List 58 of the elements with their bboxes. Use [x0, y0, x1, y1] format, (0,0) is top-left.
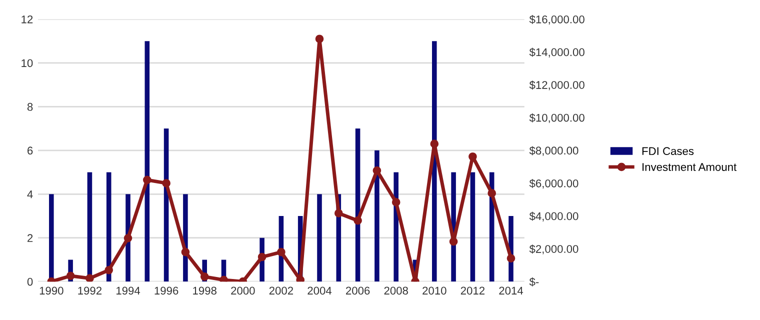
x-tick-label: 2008 — [384, 286, 408, 295]
point — [449, 237, 458, 246]
point — [392, 198, 400, 206]
y2-tick-label: $6,000.00 — [529, 179, 578, 189]
point — [181, 248, 190, 256]
y2-tick-label: $8,000.00 — [529, 146, 578, 156]
y-tick-label: 6 — [28, 146, 33, 155]
point — [200, 272, 209, 281]
x-tick-label: 2014 — [499, 286, 524, 295]
y-tick-label: 4 — [27, 190, 33, 198]
y2-tick-label: $- — [529, 277, 539, 286]
point — [506, 254, 516, 262]
x-tick-label: 1998 — [193, 286, 216, 295]
point — [372, 166, 382, 175]
y2-tick-label: $12,000.00 — [529, 80, 584, 90]
x-tick-label: 2006 — [346, 286, 370, 295]
bar — [432, 41, 437, 282]
y-tick-label: 0 — [27, 278, 33, 286]
point — [220, 276, 228, 282]
point — [430, 140, 439, 148]
y2-tick-label: $14,000.00 — [529, 48, 584, 58]
x-tick-label: 2002 — [269, 286, 293, 295]
bar — [470, 172, 476, 282]
legend-label: FDI Cases — [642, 147, 694, 156]
point — [468, 152, 477, 161]
point — [488, 189, 496, 198]
x-tick-label: 1992 — [78, 286, 102, 295]
y2-tick-label: $2,000.00 — [529, 244, 578, 254]
y-tick-label: 8 — [27, 102, 33, 111]
point — [142, 176, 152, 184]
legend-label: Investment Amount — [642, 163, 737, 171]
point — [315, 34, 324, 44]
bar — [317, 194, 322, 282]
point — [334, 209, 343, 218]
bar — [144, 41, 150, 282]
y-tick-label: 2 — [28, 234, 33, 242]
point — [354, 216, 362, 225]
point — [277, 248, 286, 256]
y-tick-label: 10 — [22, 59, 33, 68]
point — [296, 276, 305, 282]
point — [104, 266, 114, 274]
point — [124, 234, 132, 242]
point — [66, 272, 75, 280]
x-tick-label: 2000 — [231, 286, 255, 295]
x-tick-label: 1994 — [116, 286, 140, 295]
y2-tick-label: $16,000.00 — [529, 15, 584, 25]
x-tick-label: 2012 — [460, 286, 484, 295]
point — [258, 252, 266, 262]
y2-tick-label: $10,000.00 — [529, 113, 584, 124]
x-tick-label: 1996 — [154, 286, 178, 295]
bar — [374, 150, 380, 282]
x-tick-label: 2010 — [422, 286, 446, 295]
point — [162, 179, 170, 188]
y-tick-label: 12 — [22, 15, 33, 24]
point — [86, 274, 94, 282]
x-tick-label: 2004 — [308, 286, 332, 295]
y2-tick-label: $4,000.00 — [529, 212, 578, 222]
x-tick-label: 1990 — [40, 286, 64, 295]
